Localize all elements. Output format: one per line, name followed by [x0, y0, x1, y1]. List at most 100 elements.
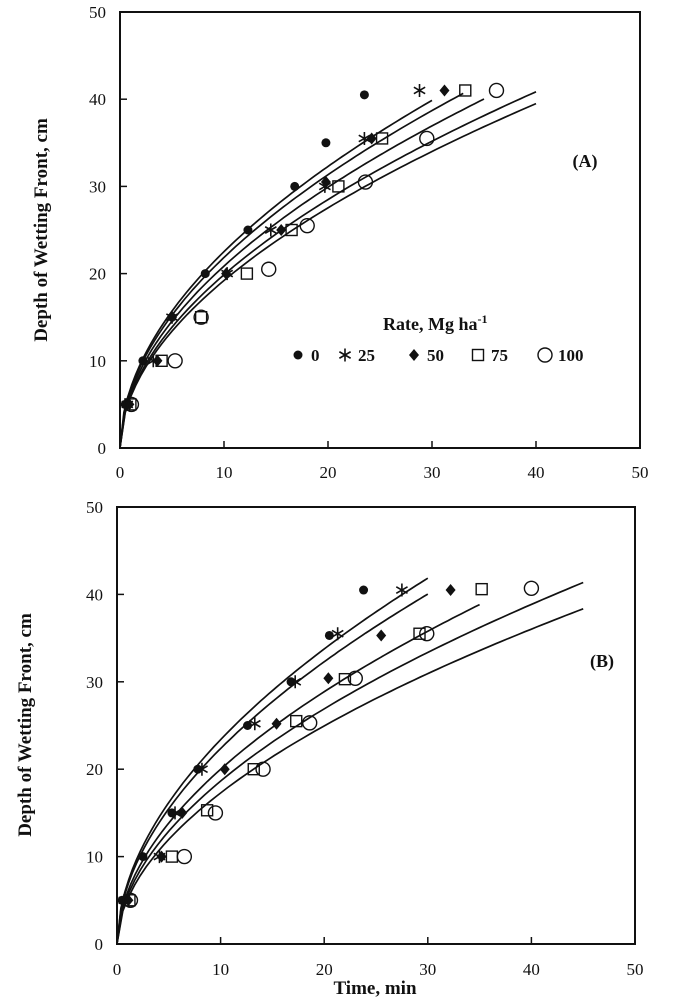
panel-b-ytick-label: 40: [86, 585, 103, 604]
panel-a-curve-50: [119, 98, 485, 448]
panel-b-point-75: [290, 714, 303, 728]
panel-a-point-50: [439, 84, 450, 97]
panel-a-xtick-label: 20: [320, 463, 337, 482]
panel-b-point-100: [301, 715, 318, 731]
panel-a-point-25: [358, 131, 371, 145]
panel-a-xtick-label: 40: [528, 463, 545, 482]
panel-b-point-75: [247, 763, 260, 776]
legend-title-superscript: -1: [477, 312, 487, 326]
panel-a-ytick-label: 40: [89, 90, 106, 109]
panel-a-curve-100: [119, 102, 537, 448]
legend-marker-75: [471, 348, 485, 362]
svg-text:Rate, Mg ha-1: Rate, Mg ha-1: [383, 312, 487, 334]
legend-marker-50: [409, 349, 419, 361]
panel-b-point-75: [475, 582, 488, 596]
panel-b-point-25: [331, 627, 344, 641]
panel-b-point-25: [289, 675, 302, 689]
panel-a-point-75: [285, 223, 298, 237]
panel-a-point-100: [193, 309, 209, 325]
legend: Rate, Mg ha-1 0 25 50 75 100: [293, 312, 584, 365]
panel-a-point-75: [194, 311, 208, 324]
panel-a-point-75: [375, 132, 389, 145]
panel-b-point-50: [323, 672, 334, 685]
panel-b-point-100: [207, 805, 224, 821]
panel-b-curve-75: [116, 581, 584, 944]
panel-a: 0 10 20 30 40 50 0 10 20 30 40 50 (A) Depth of Wett…: [31, 3, 649, 482]
panel-b-point-75: [165, 850, 179, 863]
panel-a-ytick-label: 10: [89, 352, 106, 371]
panel-b-marks: [116, 577, 584, 944]
panel-a-point-75: [240, 267, 254, 280]
panel-a-curve-25: [119, 92, 464, 448]
panel-b-xtick-label: 50: [627, 960, 644, 979]
legend-marker-100: [537, 347, 553, 363]
panel-b-point-100: [176, 848, 193, 865]
panel-a-point-100: [261, 261, 277, 277]
panel-a-ytick-label: 30: [89, 177, 106, 196]
legend-label-0: 0: [311, 346, 320, 365]
panel-b-curve-0: [116, 577, 429, 944]
panel-a-point-0: [243, 225, 253, 235]
panel-a-xtick-label: 0: [116, 463, 125, 482]
panel-b-point-75: [413, 627, 426, 640]
legend-marker-25: [338, 348, 352, 362]
panel-a-point-100: [299, 217, 315, 234]
panel-b-point-50: [376, 629, 387, 642]
panel-b-point-25: [195, 762, 208, 776]
panel-b-xtick-label: 30: [419, 960, 436, 979]
panel-a-ticks: 0 10 20 30 40 50 0 10 20 30 40 50: [89, 3, 649, 482]
panel-b-xtick-label: 10: [212, 960, 229, 979]
legend-label-100: 100: [558, 346, 584, 365]
panel-a-marks: [119, 82, 537, 448]
panel-a-point-50: [366, 132, 377, 145]
legend-title: Rate, Mg ha: [383, 314, 477, 334]
panel-a-point-100: [419, 130, 435, 147]
panel-b-ytick-label: 50: [86, 498, 103, 517]
panel-a-ytick-label: 50: [89, 3, 106, 22]
panel-b-point-75: [338, 672, 352, 686]
panel-b-ytick-label: 0: [95, 935, 104, 954]
panel-a-point-75: [155, 354, 168, 367]
legend-label-25: 25: [358, 346, 375, 365]
panel-a-point-0: [359, 90, 369, 100]
legend-label-50: 50: [427, 346, 444, 365]
x-axis-label: Time, min: [333, 978, 416, 999]
panel-a-point-50: [152, 354, 163, 367]
panel-a-point-75: [459, 84, 472, 97]
panel-a-point-0: [321, 138, 331, 148]
panel-b-ytick-label: 20: [86, 760, 103, 779]
panel-a-xtick-label: 10: [216, 463, 233, 482]
panel-a-point-50: [167, 311, 177, 324]
panel-b-point-0: [243, 721, 253, 730]
panel-b-point-100: [122, 892, 139, 908]
panel-a-point-100: [488, 82, 505, 99]
panel-b-xtick-label: 40: [523, 960, 540, 979]
panel-b: 0 10 20 30 40 50 0 10 20 30 40 50 (B) Depth of Wett…: [15, 498, 644, 999]
panel-b-ylabel: Depth of Wetting Front, cm: [15, 613, 36, 837]
panel-b-ticks: 0 10 20 30 40 50 0 10 20 30 40 50: [86, 498, 644, 979]
panel-b-point-25: [248, 717, 261, 731]
panel-b-point-0: [359, 585, 369, 595]
panel-b-ytick-label: 10: [86, 848, 103, 867]
panel-a-point-100: [123, 396, 140, 413]
panel-b-frame: [116, 506, 636, 945]
panel-b-label: (B): [590, 651, 614, 672]
panel-b-curve-100: [116, 608, 584, 944]
panel-a-ylabel: Depth of Wetting Front, cm: [31, 118, 52, 342]
legend-label-75: 75: [491, 346, 508, 365]
panel-b-curve-50: [116, 603, 480, 944]
panel-b-point-25: [395, 583, 408, 597]
panel-b-point-100: [347, 670, 363, 687]
panel-a-point-25: [413, 83, 426, 97]
panel-a-point-100: [167, 353, 183, 369]
panel-a-xtick-label: 30: [424, 463, 441, 482]
panel-a-ytick-label: 0: [98, 439, 107, 458]
panel-a-label: (A): [573, 151, 598, 172]
panel-a-xtick-label: 50: [632, 463, 649, 482]
panel-b-xtick-label: 20: [316, 960, 333, 979]
panel-a-point-0: [290, 181, 300, 191]
legend-marker-0: [293, 350, 303, 360]
panel-b-point-50: [271, 717, 282, 730]
panel-a-point-25: [264, 223, 277, 237]
